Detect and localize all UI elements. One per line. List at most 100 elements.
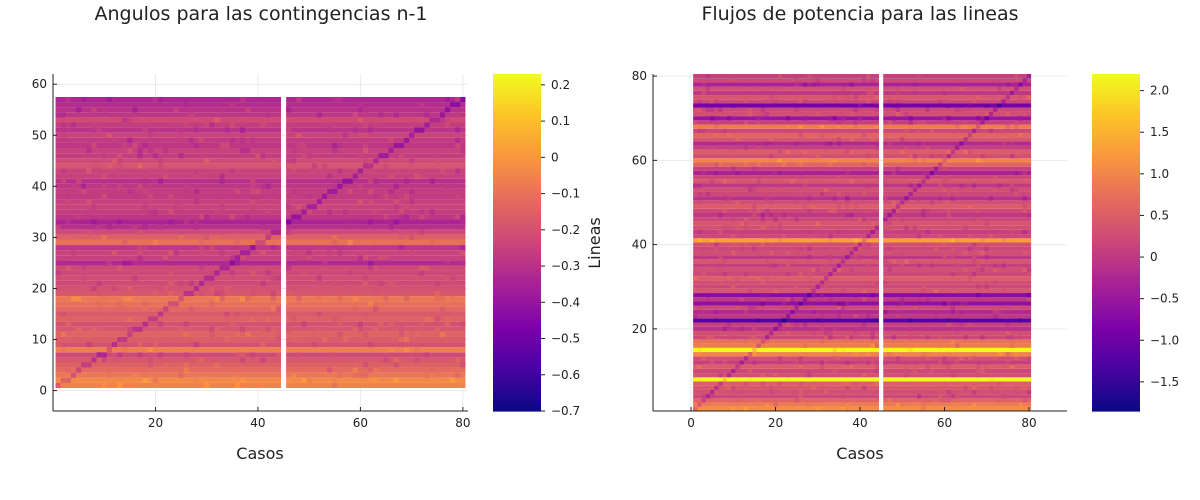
heatmap-cell bbox=[883, 196, 888, 201]
heatmap-cell bbox=[368, 367, 374, 373]
heatmap-cell bbox=[383, 163, 389, 169]
heatmap-cell bbox=[929, 154, 934, 159]
heatmap-cell bbox=[142, 321, 148, 327]
heatmap-cell bbox=[925, 364, 930, 369]
heatmap-cell bbox=[840, 301, 846, 306]
heatmap-cell bbox=[718, 263, 723, 268]
heatmap-row-3-b bbox=[286, 372, 466, 378]
heatmap-cell bbox=[731, 250, 736, 256]
heatmap-cell bbox=[240, 377, 246, 383]
heatmap-cell bbox=[434, 326, 440, 332]
heatmap-cell bbox=[883, 221, 888, 226]
heatmap-cell bbox=[971, 217, 977, 222]
heatmap-cell bbox=[444, 107, 451, 113]
heatmap-cell bbox=[866, 360, 871, 365]
heatmap-cell bbox=[434, 291, 440, 297]
heatmap-cell bbox=[760, 301, 765, 306]
heatmap-cell bbox=[419, 127, 425, 133]
colorbar-tick-label: −1.5 bbox=[1150, 375, 1179, 389]
colorbar-segment bbox=[493, 158, 541, 162]
heatmap-cell bbox=[132, 224, 138, 230]
heatmap-cell bbox=[306, 255, 312, 261]
heatmap-row-27-b bbox=[883, 297, 1032, 302]
heatmap-cell bbox=[752, 246, 757, 251]
heatmap-cell bbox=[240, 132, 246, 138]
colorbar-tick-label: 0.5 bbox=[1150, 208, 1169, 222]
heatmap-cell bbox=[976, 158, 981, 163]
colorbar-segment bbox=[1092, 405, 1140, 409]
heatmap-cell bbox=[352, 142, 358, 149]
heatmap-cell bbox=[832, 116, 837, 121]
heatmap-cell bbox=[311, 158, 317, 164]
heatmap-cell bbox=[710, 74, 715, 79]
heatmap-cell bbox=[921, 284, 926, 289]
heatmap-cell bbox=[963, 301, 968, 306]
heatmap-row-33-b bbox=[883, 271, 1032, 277]
heatmap-cell bbox=[240, 357, 246, 363]
x-tick-label: 80 bbox=[1021, 416, 1036, 430]
heatmap-cell bbox=[895, 86, 901, 91]
heatmap-cell bbox=[383, 296, 389, 302]
heatmap-cell bbox=[127, 117, 133, 123]
heatmap-cell bbox=[362, 275, 369, 281]
heatmap-cell bbox=[832, 196, 837, 201]
heatmap-cell bbox=[769, 137, 774, 142]
heatmap-cell bbox=[781, 234, 787, 239]
heatmap-row-18-b bbox=[883, 335, 1032, 340]
heatmap-cell bbox=[1026, 95, 1032, 100]
heatmap-cell bbox=[781, 213, 787, 218]
heatmap-cell bbox=[764, 259, 770, 264]
heatmap-cell bbox=[214, 362, 220, 368]
colorbar-segment bbox=[1092, 374, 1140, 378]
heatmap-cell bbox=[849, 124, 854, 129]
heatmap-cell bbox=[137, 122, 143, 128]
heatmap-cell bbox=[183, 331, 189, 337]
heatmap-cell bbox=[398, 331, 404, 337]
heatmap-row-3-a bbox=[55, 372, 281, 378]
heatmap-cell bbox=[819, 166, 825, 171]
heatmap-cell bbox=[378, 153, 384, 159]
heatmap-cell bbox=[193, 142, 200, 149]
heatmap-cell bbox=[65, 296, 71, 302]
heatmap-cell bbox=[862, 191, 867, 197]
heatmap-row-67-b bbox=[883, 128, 1032, 133]
heatmap-row-5-b bbox=[883, 389, 1032, 395]
heatmap-cell bbox=[726, 132, 732, 138]
heatmap-cell bbox=[1001, 263, 1006, 268]
heatmap-row-25-b bbox=[286, 260, 466, 266]
heatmap-cell bbox=[147, 352, 153, 358]
heatmap-row-40-b bbox=[883, 242, 1032, 247]
heatmap-cell bbox=[824, 213, 829, 218]
heatmap-cell bbox=[798, 242, 803, 247]
heatmap-cell bbox=[993, 314, 998, 319]
heatmap-cell bbox=[862, 309, 867, 315]
heatmap-cell bbox=[853, 246, 858, 251]
heatmap-cell bbox=[250, 183, 256, 189]
heatmap-cell bbox=[942, 90, 947, 96]
heatmap-cell bbox=[204, 214, 210, 220]
heatmap-cell bbox=[362, 107, 369, 113]
heatmap-cell bbox=[802, 132, 808, 138]
heatmap-cell bbox=[857, 326, 863, 331]
heatmap-row-44-b bbox=[286, 163, 466, 169]
heatmap-cell bbox=[798, 364, 803, 369]
heatmap-cell bbox=[731, 217, 736, 222]
heatmap-cell bbox=[147, 132, 153, 138]
heatmap-cell bbox=[111, 250, 118, 256]
heatmap-cell bbox=[137, 342, 143, 348]
heatmap-cell bbox=[286, 326, 292, 332]
heatmap-cell bbox=[321, 163, 328, 169]
heatmap-cell bbox=[794, 82, 799, 87]
heatmap-cell bbox=[209, 357, 215, 363]
heatmap-cell bbox=[55, 224, 61, 230]
heatmap-cell bbox=[286, 163, 292, 169]
heatmap-cell bbox=[849, 335, 854, 340]
colorbar-segment bbox=[1092, 262, 1140, 266]
heatmap-cell bbox=[917, 74, 922, 79]
heatmap-cell bbox=[91, 142, 97, 149]
heatmap-cell bbox=[357, 326, 363, 332]
heatmap-cell bbox=[980, 377, 985, 382]
heatmap-cell bbox=[214, 209, 220, 215]
heatmap-row-47-b bbox=[883, 213, 1032, 218]
